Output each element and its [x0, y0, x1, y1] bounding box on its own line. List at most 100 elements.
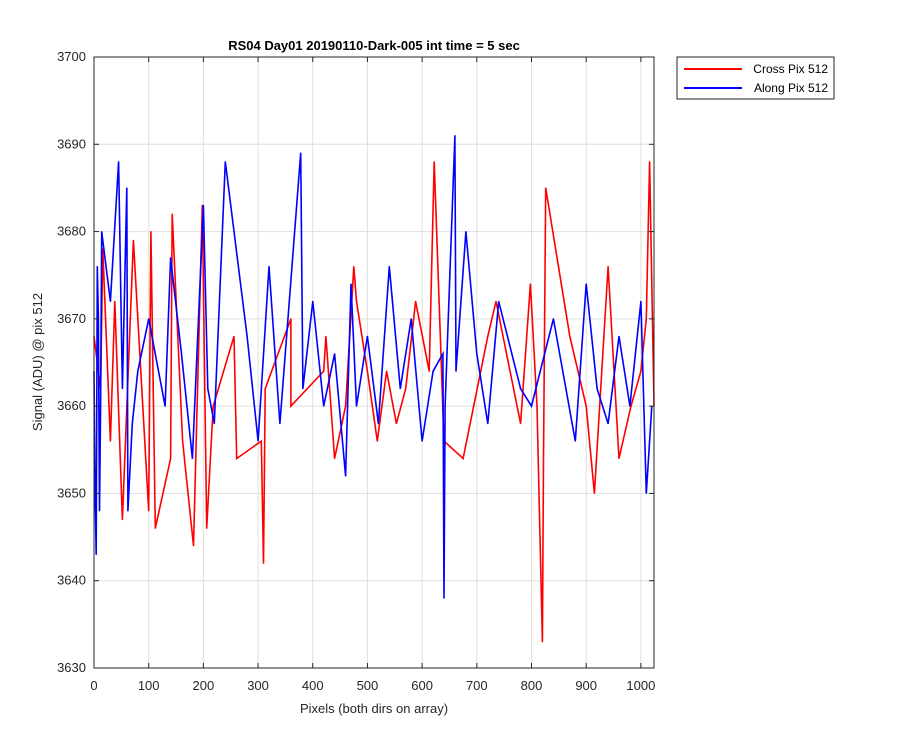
data-point: [132, 239, 134, 241]
legend-label-cross: Cross Pix 512: [753, 62, 828, 76]
data-point: [323, 405, 325, 407]
data-point: [101, 230, 103, 233]
data-point: [618, 335, 620, 337]
data-point: [290, 405, 292, 407]
legend-label-along: Along Pix 512: [754, 81, 828, 95]
data-point: [607, 423, 609, 425]
chart-title: RS04 Day01 20190110-Dark-005 int time = …: [228, 38, 520, 53]
legend-box: [676, 56, 835, 100]
y-tick-label: 3700: [57, 49, 86, 64]
tick-labels: 0 100 200 300 400 500 600 700 800 900 1000 3630 3640…: [57, 49, 655, 693]
data-point: [169, 457, 172, 460]
data-point: [618, 457, 620, 460]
tick-marks: [93, 56, 654, 669]
y-tick-label: 3650: [57, 485, 86, 500]
data-point: [645, 318, 647, 320]
data-point: [236, 457, 238, 460]
data-point: [410, 318, 412, 320]
data-point: [355, 405, 358, 407]
series-line-along-pix-512: [93, 135, 653, 599]
data-point: [181, 440, 184, 442]
data-point: [432, 370, 434, 372]
data-point: [395, 423, 398, 425]
data-point: [350, 283, 352, 285]
data-point: [323, 370, 325, 372]
data-point: [388, 265, 390, 268]
data-point: [405, 388, 407, 390]
data-point: [121, 388, 124, 390]
data-point: [96, 265, 98, 268]
data-point: [542, 457, 545, 460]
data-point: [444, 405, 446, 407]
data-point: [121, 519, 124, 521]
legend: Cross Pix 512 Along Pix 512: [676, 56, 835, 100]
x-tick-label: 100: [138, 678, 160, 693]
data-point: [428, 370, 430, 372]
data-point: [443, 597, 445, 599]
data-point: [212, 405, 214, 407]
y-tick-label: 3670: [57, 311, 86, 326]
data-point: [640, 370, 642, 372]
data-point: [164, 405, 166, 407]
data-point: [442, 353, 444, 355]
data-point: [645, 492, 647, 495]
data-point: [131, 423, 133, 425]
data-point: [137, 370, 139, 372]
data-point: [150, 230, 152, 233]
data-point: [569, 335, 571, 337]
data-point: [465, 230, 467, 233]
data-point: [206, 527, 208, 529]
x-tick-label: 900: [575, 678, 597, 693]
data-point: [498, 300, 500, 302]
data-point: [302, 388, 304, 390]
data-point: [99, 405, 102, 407]
data-point: [118, 161, 120, 163]
data-point: [180, 353, 183, 355]
data-point: [495, 300, 497, 302]
data-point: [171, 213, 173, 215]
data-point: [279, 423, 281, 425]
data-point: [109, 300, 112, 302]
data-point: [98, 510, 101, 512]
data-point: [300, 152, 302, 154]
data-point: [95, 553, 97, 556]
data-point: [334, 353, 336, 355]
x-tick-label: 1000: [626, 678, 655, 693]
data-point: [260, 440, 262, 442]
x-tick-label: 700: [466, 678, 488, 693]
data-point: [109, 440, 112, 442]
data-point: [366, 370, 369, 372]
data-point: [262, 562, 265, 564]
data-point: [530, 405, 533, 407]
data-point: [462, 457, 464, 460]
data-point: [192, 545, 195, 547]
data-point: [585, 405, 587, 407]
data-point: [414, 300, 417, 302]
plot-background: [94, 57, 654, 668]
data-point: [148, 318, 150, 320]
data-point: [264, 388, 266, 390]
data-point: [233, 335, 235, 337]
data-point: [191, 457, 194, 460]
data-point: [487, 423, 489, 425]
data-point: [325, 335, 327, 337]
data-point: [213, 423, 215, 425]
data-point: [476, 353, 478, 355]
data-point: [649, 161, 651, 163]
x-axis-label: Pixels (both dirs on array): [300, 701, 448, 716]
y-tick-label: 3630: [57, 660, 86, 675]
data-point: [201, 204, 203, 206]
data-point: [596, 388, 598, 390]
data-point: [629, 405, 631, 407]
x-tick-label: 200: [193, 678, 215, 693]
data-point: [519, 423, 522, 425]
data-point: [355, 300, 358, 302]
data-point: [585, 283, 587, 285]
data-point: [202, 204, 204, 206]
data-point: [545, 187, 547, 189]
data-point: [607, 265, 609, 268]
data-point: [487, 335, 489, 337]
data-point: [114, 300, 116, 302]
